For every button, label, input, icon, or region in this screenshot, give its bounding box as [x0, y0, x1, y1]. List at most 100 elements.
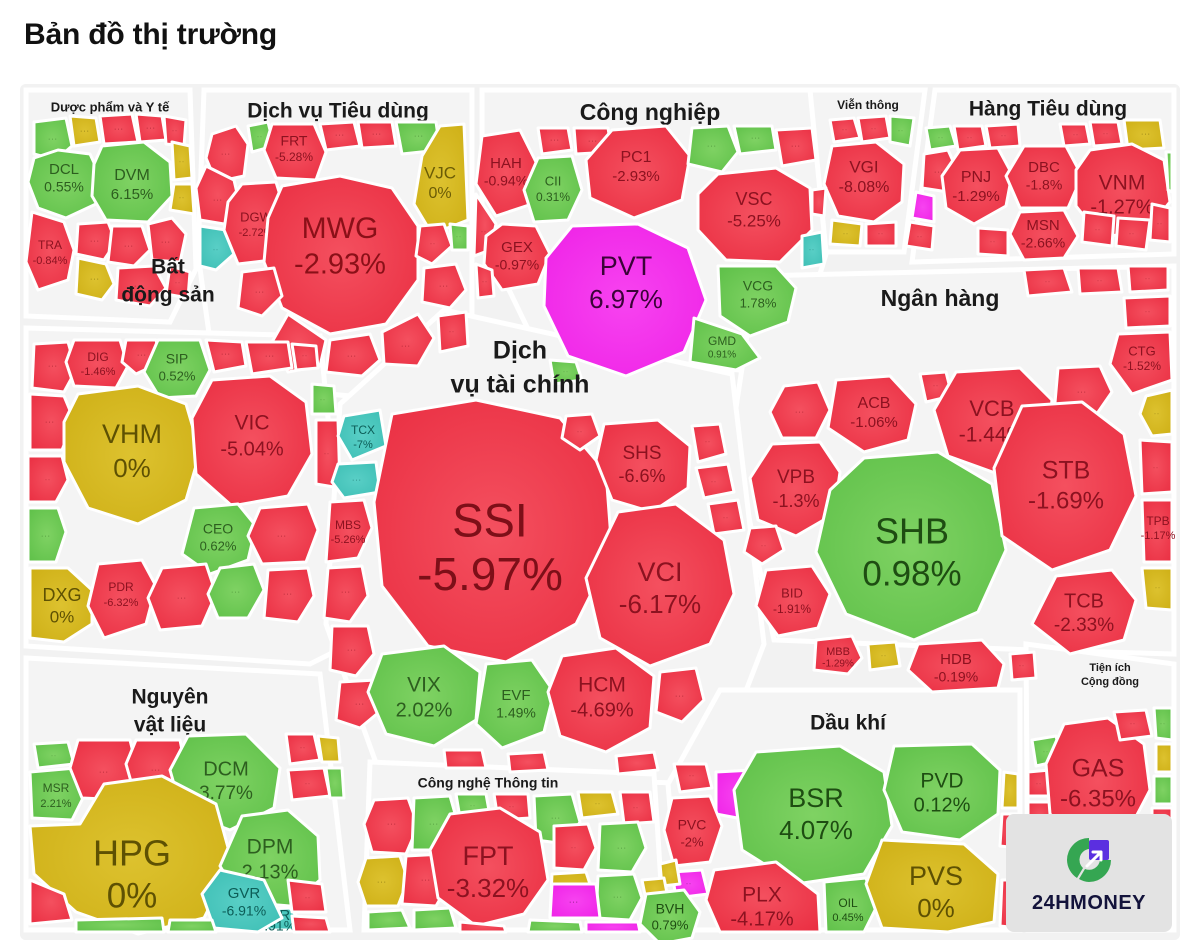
cell-small[interactable]	[324, 766, 346, 800]
cell-DXG[interactable]	[28, 566, 94, 644]
cell-small[interactable]	[584, 920, 642, 934]
cell-small[interactable]	[380, 312, 436, 368]
cell-PC1[interactable]	[584, 124, 692, 220]
cell-small[interactable]	[618, 790, 656, 826]
cell-ACB[interactable]	[826, 374, 918, 454]
cell-small[interactable]	[412, 906, 458, 932]
cell-small[interactable]	[170, 140, 194, 182]
cell-small[interactable]	[420, 262, 468, 310]
cell-VHM[interactable]	[62, 384, 202, 526]
cell-small[interactable]	[672, 762, 714, 794]
cell-PVT[interactable]	[542, 222, 708, 378]
cell-small[interactable]	[324, 332, 382, 378]
cell-BVH[interactable]	[638, 888, 702, 940]
cell-small[interactable]	[1080, 210, 1116, 248]
cell-HDB[interactable]	[906, 638, 1006, 694]
cell-small[interactable]	[552, 822, 598, 872]
cell-small[interactable]	[366, 908, 412, 932]
cell-VCG[interactable]	[716, 264, 798, 338]
cell-GMD[interactable]	[688, 316, 762, 372]
cell-DCL[interactable]	[26, 148, 104, 220]
sector-ngan-hang[interactable]: Ngân hàng ·· ·· ·· ·· ··· ACB -1.06% ·· …	[742, 264, 1176, 694]
cell-small[interactable]	[694, 462, 736, 500]
cell-FRT[interactable]	[262, 122, 328, 182]
cell-small[interactable]	[1138, 388, 1174, 438]
cell-small[interactable]	[164, 264, 192, 300]
cell-small[interactable]	[506, 750, 550, 774]
cell-small[interactable]	[1022, 266, 1074, 298]
cell-small[interactable]	[68, 114, 102, 148]
cell-small[interactable]	[1008, 650, 1038, 682]
cell-small[interactable]	[106, 224, 152, 268]
cell-small[interactable]	[576, 790, 620, 820]
cell-small[interactable]	[316, 734, 342, 764]
cell-small[interactable]	[866, 640, 902, 672]
cell-small[interactable]	[864, 220, 898, 248]
cell-small[interactable]	[328, 624, 376, 678]
cell-small[interactable]	[356, 854, 410, 908]
cell-small[interactable]	[236, 266, 284, 318]
sector-nguyen-vat-lieu[interactable]: Nguyên vật liệu ·· MSR 2.21% ··· ··· DCM…	[28, 686, 346, 936]
cell-small[interactable]	[1114, 216, 1152, 252]
cell-small[interactable]	[536, 126, 574, 156]
cell-small[interactable]	[436, 310, 470, 354]
cell-small[interactable]	[290, 342, 320, 372]
cell-small[interactable]	[244, 340, 294, 376]
cell-VSC[interactable]	[696, 166, 814, 264]
cell-small[interactable]	[26, 454, 70, 504]
cell-small[interactable]	[732, 124, 778, 156]
cell-small[interactable]	[690, 422, 728, 464]
cell-small[interactable]	[774, 126, 818, 168]
cell-small[interactable]	[318, 120, 362, 152]
cell-small[interactable]	[1154, 742, 1174, 774]
cell-small[interactable]	[904, 220, 936, 252]
cell-GEX[interactable]	[482, 222, 552, 292]
cell-SIP[interactable]	[142, 338, 212, 400]
cell-small[interactable]	[362, 796, 420, 856]
cell-VGI[interactable]	[822, 140, 906, 224]
cell-small[interactable]	[526, 918, 584, 934]
cell-DBC[interactable]	[1004, 144, 1084, 210]
sector-dich-vu-tai-chinh[interactable]: Dịch vụ tài chính TCX -7% ··· MBS -5.26%…	[322, 337, 746, 776]
cell-MWG[interactable]	[262, 174, 420, 336]
cell-small[interactable]	[614, 750, 660, 776]
cell-small[interactable]	[262, 566, 316, 624]
cell-MSR[interactable]	[28, 766, 86, 822]
cell-GVR-main[interactable]	[200, 868, 284, 934]
cell-small[interactable]	[448, 222, 470, 252]
cell-small[interactable]	[1126, 264, 1170, 294]
cell-CEO[interactable]	[180, 502, 258, 576]
cell-small[interactable]	[310, 382, 338, 416]
cell-small[interactable]	[1164, 150, 1174, 194]
cell-small[interactable]	[284, 732, 322, 766]
cell-PLX[interactable]	[704, 860, 822, 934]
cell-small[interactable]	[414, 222, 454, 266]
cell-HCM[interactable]	[546, 646, 656, 754]
cell-small[interactable]	[74, 916, 166, 934]
cell-small[interactable]	[800, 230, 826, 270]
cell-DIG[interactable]	[64, 338, 130, 390]
cell-small[interactable]	[166, 918, 218, 934]
cell-BID[interactable]	[754, 564, 832, 638]
cell-small[interactable]	[596, 820, 648, 874]
cell-TRA[interactable]	[24, 210, 76, 292]
cell-FPT[interactable]	[428, 806, 550, 928]
cell-small[interactable]	[204, 124, 250, 184]
cell-VCI[interactable]	[584, 502, 736, 668]
cell-DVM[interactable]	[90, 140, 174, 224]
cell-small[interactable]	[206, 562, 266, 620]
cell-small[interactable]	[1076, 266, 1124, 296]
cell-small[interactable]	[1058, 122, 1092, 148]
cell-small[interactable]	[204, 338, 248, 374]
cell-small[interactable]	[910, 190, 936, 224]
cell-small[interactable]	[1152, 706, 1174, 742]
cell-CTG[interactable]	[1108, 330, 1174, 396]
cell-SSI[interactable]	[372, 398, 614, 664]
cell-small[interactable]	[458, 920, 508, 934]
cell-SHS[interactable]	[594, 418, 692, 514]
cell-TCB[interactable]	[1030, 568, 1138, 656]
cell-TCX[interactable]	[336, 408, 388, 462]
cell-PVD[interactable]	[882, 742, 1002, 842]
market-treemap[interactable]: Dược phẩm và Y tế ··· ··· ··· ··· ·· DCL…	[20, 84, 1180, 940]
sector-cong-nghe-thong-tin[interactable]: Công nghệ Thông tin ··· ··· ·· ·· ··· ··…	[356, 775, 656, 934]
